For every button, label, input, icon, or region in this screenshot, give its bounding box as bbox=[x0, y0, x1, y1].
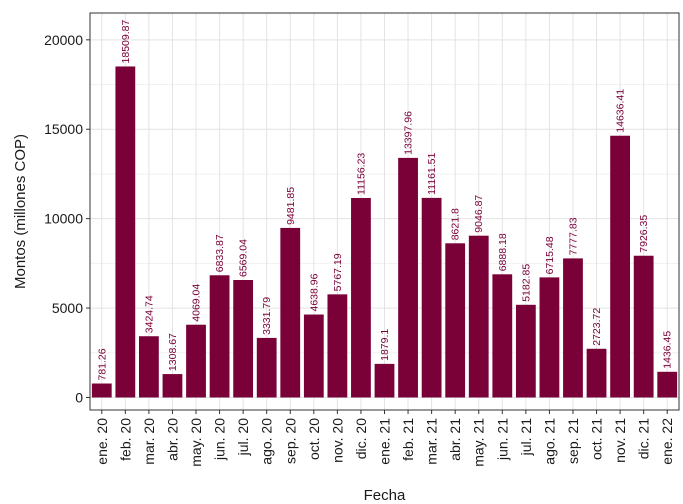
x-tick-label: mar. 21 bbox=[424, 418, 440, 465]
data-label: 9046.87 bbox=[473, 195, 485, 233]
x-tick-label: ene. 20 bbox=[94, 418, 110, 465]
y-tick-label: 10000 bbox=[44, 211, 83, 227]
bar bbox=[303, 314, 324, 398]
x-axis-title: Fecha bbox=[364, 487, 406, 504]
bar bbox=[610, 135, 630, 398]
data-label: 6569.04 bbox=[238, 239, 250, 277]
x-axis: ene. 20 feb. 20 mar. 20 abr. 20 may. 20 jun. … bbox=[94, 410, 675, 467]
bar bbox=[657, 371, 678, 398]
data-label: 6833.87 bbox=[214, 234, 226, 272]
x-tick-label: may. 21 bbox=[471, 418, 487, 467]
bar bbox=[186, 324, 206, 398]
data-label: 11161.51 bbox=[426, 152, 438, 194]
data-label: 7926.35 bbox=[638, 215, 650, 253]
data-label: 7777.83 bbox=[567, 217, 579, 255]
bar bbox=[374, 363, 395, 398]
bar bbox=[633, 255, 654, 398]
x-tick-label: ene. 21 bbox=[377, 418, 393, 465]
y-tick-label: 20000 bbox=[44, 32, 83, 48]
y-tick-label: 5000 bbox=[52, 300, 83, 316]
bars bbox=[91, 66, 678, 398]
bar bbox=[351, 197, 371, 398]
data-label: 4069.04 bbox=[191, 284, 203, 322]
x-tick-label: jul. 21 bbox=[518, 418, 534, 457]
bar bbox=[398, 157, 418, 398]
x-tick-label: dic. 20 bbox=[353, 418, 369, 459]
data-label: 1308.67 bbox=[167, 333, 179, 371]
bar bbox=[468, 235, 489, 398]
x-tick-label: mar. 20 bbox=[141, 418, 157, 465]
x-tick-label: nov. 20 bbox=[329, 418, 345, 463]
y-tick-label: 15000 bbox=[44, 121, 83, 137]
x-tick-label: ene. 22 bbox=[659, 418, 675, 465]
x-tick-label: feb. 21 bbox=[400, 418, 416, 461]
data-label: 9481.85 bbox=[285, 187, 297, 225]
bar bbox=[91, 383, 112, 398]
bar bbox=[563, 258, 583, 398]
data-label: 4638.96 bbox=[308, 273, 320, 311]
x-tick-label: may. 20 bbox=[188, 418, 204, 467]
data-label: 11156.23 bbox=[355, 153, 367, 195]
data-label: 8621.8 bbox=[450, 208, 462, 240]
bar bbox=[233, 280, 254, 398]
bar bbox=[586, 348, 607, 398]
y-tick-label: 0 bbox=[75, 389, 83, 405]
bar bbox=[162, 374, 183, 398]
data-label: 2723.72 bbox=[591, 308, 603, 346]
x-tick-label: ago. 21 bbox=[541, 418, 557, 465]
data-label: 5767.19 bbox=[332, 253, 344, 291]
data-label: 1436.45 bbox=[662, 331, 674, 369]
bar bbox=[209, 275, 230, 398]
bar bbox=[492, 274, 513, 398]
data-label: 5182.85 bbox=[520, 264, 532, 302]
data-label: 3424.74 bbox=[143, 295, 155, 333]
data-label: 13397.96 bbox=[403, 111, 415, 155]
x-tick-label: oct. 21 bbox=[589, 418, 605, 460]
x-tick-label: sep. 21 bbox=[565, 418, 581, 464]
x-tick-label: abr. 20 bbox=[164, 418, 180, 461]
bar bbox=[539, 277, 560, 398]
x-tick-label: dic. 21 bbox=[636, 418, 652, 459]
data-label: 781.26 bbox=[96, 348, 108, 380]
x-tick-label: jun. 21 bbox=[494, 418, 510, 461]
x-tick-label: nov. 21 bbox=[612, 418, 628, 463]
data-label: 6888.18 bbox=[497, 233, 509, 271]
bar bbox=[515, 304, 536, 398]
y-axis: 0 5000 10000 15000 20000 bbox=[44, 32, 90, 405]
x-tick-label: jul. 20 bbox=[235, 418, 251, 457]
x-tick-label: ago. 20 bbox=[259, 418, 275, 465]
data-label: 18509.87 bbox=[120, 20, 132, 64]
bar bbox=[139, 336, 159, 398]
x-tick-label: jun. 20 bbox=[212, 418, 228, 461]
bar bbox=[445, 243, 466, 398]
bar bbox=[256, 337, 277, 398]
x-tick-label: abr. 21 bbox=[447, 418, 463, 461]
data-labels: 781.26 18509.87 3424.74 1308.67 4069.04 6833.… bbox=[96, 20, 673, 381]
data-label: 3331.79 bbox=[261, 297, 273, 335]
y-axis-title: Montos (millones COP) bbox=[12, 134, 29, 289]
x-tick-label: oct. 20 bbox=[306, 418, 322, 460]
bar bbox=[115, 66, 136, 398]
x-tick-label: feb. 20 bbox=[117, 418, 133, 461]
x-tick-label: sep. 20 bbox=[282, 418, 298, 464]
data-label: 6715.48 bbox=[544, 236, 556, 274]
bar bbox=[327, 294, 348, 398]
bar bbox=[280, 227, 301, 398]
bar bbox=[421, 197, 442, 398]
data-label: 14636.41 bbox=[615, 89, 627, 133]
data-label: 1879.1 bbox=[379, 329, 391, 361]
